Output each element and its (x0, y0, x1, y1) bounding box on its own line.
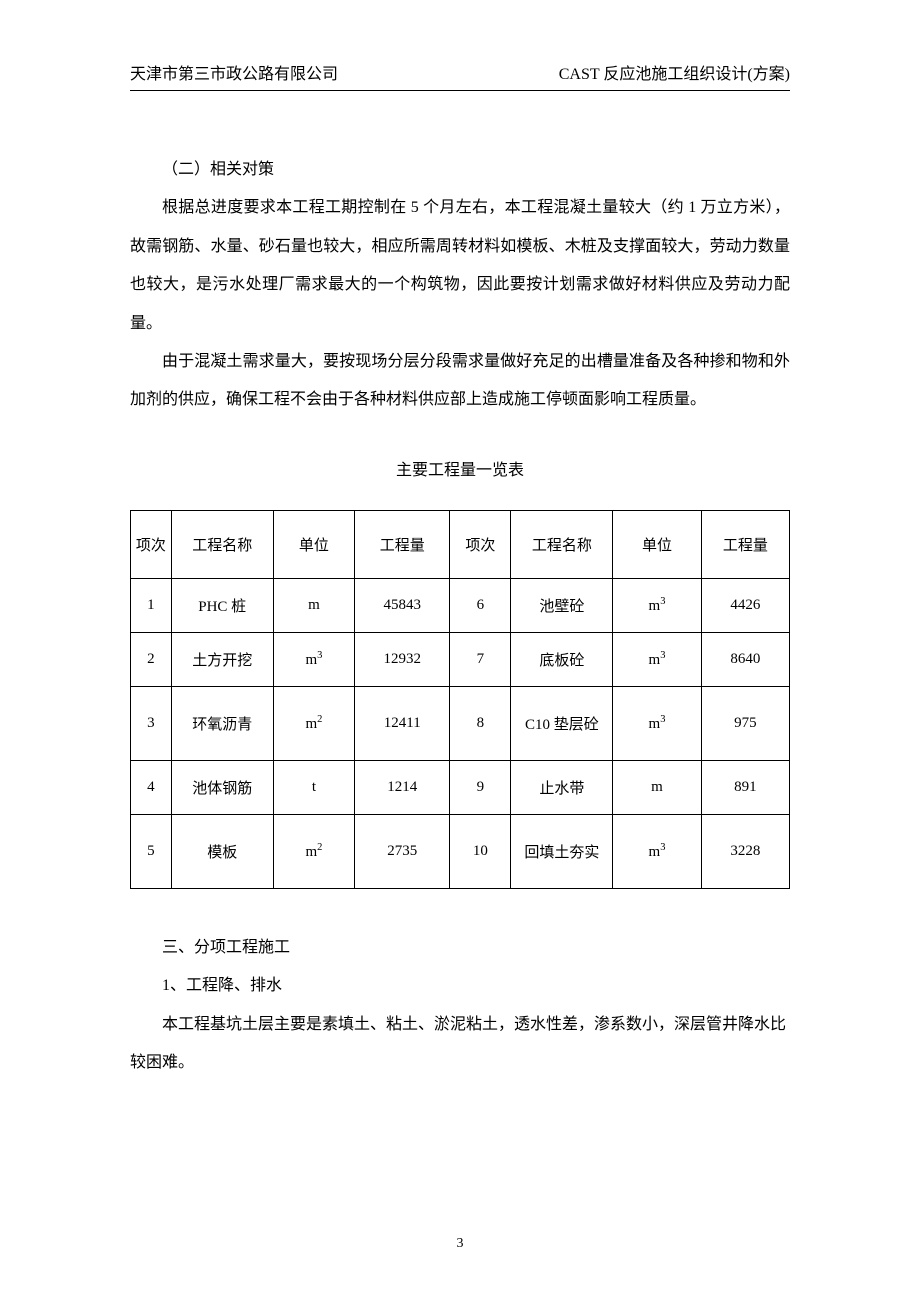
table-cell: 1 (131, 578, 172, 632)
table-cell: 4426 (701, 578, 789, 632)
quantities-table: 项次 工程名称 单位 工程量 项次 工程名称 单位 工程量 1PHC 桩m458… (130, 510, 790, 889)
subsection-heading: 1、工程降、排水 (130, 967, 790, 1005)
table-cell: 6 (450, 578, 511, 632)
table-row: 2土方开挖m3129327底板砼m38640 (131, 632, 790, 686)
table-cell: 9 (450, 760, 511, 814)
table-cell: 12411 (355, 686, 450, 760)
table-title: 主要工程量一览表 (130, 456, 790, 480)
table-cell: 环氧沥青 (171, 686, 273, 760)
table-cell: 池壁砼 (511, 578, 613, 632)
table-cell: PHC 桩 (171, 578, 273, 632)
section-heading: 三、分项工程施工 (130, 929, 790, 967)
after-table-content: 三、分项工程施工 1、工程降、排水 本工程基坑土层主要是素填土、粘土、淤泥粘土，… (130, 929, 790, 1083)
header-right: CAST 反应池施工组织设计(方案) (559, 60, 790, 84)
table-cell: m (273, 578, 355, 632)
table-row: 5模板m2273510回填土夯实m33228 (131, 814, 790, 888)
th-unit2: 单位 (613, 510, 701, 578)
table-row: 4池体钢筋t12149止水带m891 (131, 760, 790, 814)
table-cell: 2735 (355, 814, 450, 888)
th-name2: 工程名称 (511, 510, 613, 578)
para-3: 由于混凝土需求量大，要按现场分层分段需求量做好充足的出槽量准备及各种掺和物和外加… (130, 343, 790, 420)
header-divider (130, 90, 790, 91)
table-cell: t (273, 760, 355, 814)
table-cell: 池体钢筋 (171, 760, 273, 814)
table-cell: m3 (613, 578, 701, 632)
th-idx2: 项次 (450, 510, 511, 578)
table-cell: 止水带 (511, 760, 613, 814)
para-subtitle: （二）相关对策 (130, 151, 790, 189)
table-cell: 回填土夯实 (511, 814, 613, 888)
body-content: （二）相关对策 根据总进度要求本工程工期控制在 5 个月左右，本工程混凝土量较大… (130, 151, 790, 420)
table-cell: m2 (273, 686, 355, 760)
th-qty: 工程量 (355, 510, 450, 578)
table-cell: 土方开挖 (171, 632, 273, 686)
table-cell: 2 (131, 632, 172, 686)
page-number: 3 (0, 1236, 920, 1252)
table-cell: m3 (613, 686, 701, 760)
table-header-row: 项次 工程名称 单位 工程量 项次 工程名称 单位 工程量 (131, 510, 790, 578)
table-cell: 891 (701, 760, 789, 814)
table-cell: 3 (131, 686, 172, 760)
table-cell: C10 垫层砼 (511, 686, 613, 760)
table-row: 1PHC 桩m458436池壁砼m34426 (131, 578, 790, 632)
table-cell: 10 (450, 814, 511, 888)
table-cell: 底板砼 (511, 632, 613, 686)
table-cell: 3228 (701, 814, 789, 888)
para-2: 根据总进度要求本工程工期控制在 5 个月左右，本工程混凝土量较大（约 1 万立方… (130, 189, 790, 343)
th-unit: 单位 (273, 510, 355, 578)
table-cell: 12932 (355, 632, 450, 686)
table-body: 1PHC 桩m458436池壁砼m344262土方开挖m3129327底板砼m3… (131, 578, 790, 888)
table-cell: 模板 (171, 814, 273, 888)
table-cell: m3 (273, 632, 355, 686)
table-cell: 5 (131, 814, 172, 888)
table-cell: m3 (613, 632, 701, 686)
table-row: 3环氧沥青m2124118C10 垫层砼m3975 (131, 686, 790, 760)
table-cell: 975 (701, 686, 789, 760)
after-para-3: 本工程基坑土层主要是素填土、粘土、淤泥粘土，透水性差，渗系数小，深层管井降水比较… (130, 1006, 790, 1083)
table-cell: m (613, 760, 701, 814)
table-cell: m2 (273, 814, 355, 888)
table-cell: 1214 (355, 760, 450, 814)
th-name: 工程名称 (171, 510, 273, 578)
table-cell: 8640 (701, 632, 789, 686)
table-cell: m3 (613, 814, 701, 888)
th-qty2: 工程量 (701, 510, 789, 578)
header-left: 天津市第三市政公路有限公司 (130, 60, 338, 84)
table-cell: 4 (131, 760, 172, 814)
table-cell: 8 (450, 686, 511, 760)
table-cell: 45843 (355, 578, 450, 632)
table-cell: 7 (450, 632, 511, 686)
th-idx: 项次 (131, 510, 172, 578)
